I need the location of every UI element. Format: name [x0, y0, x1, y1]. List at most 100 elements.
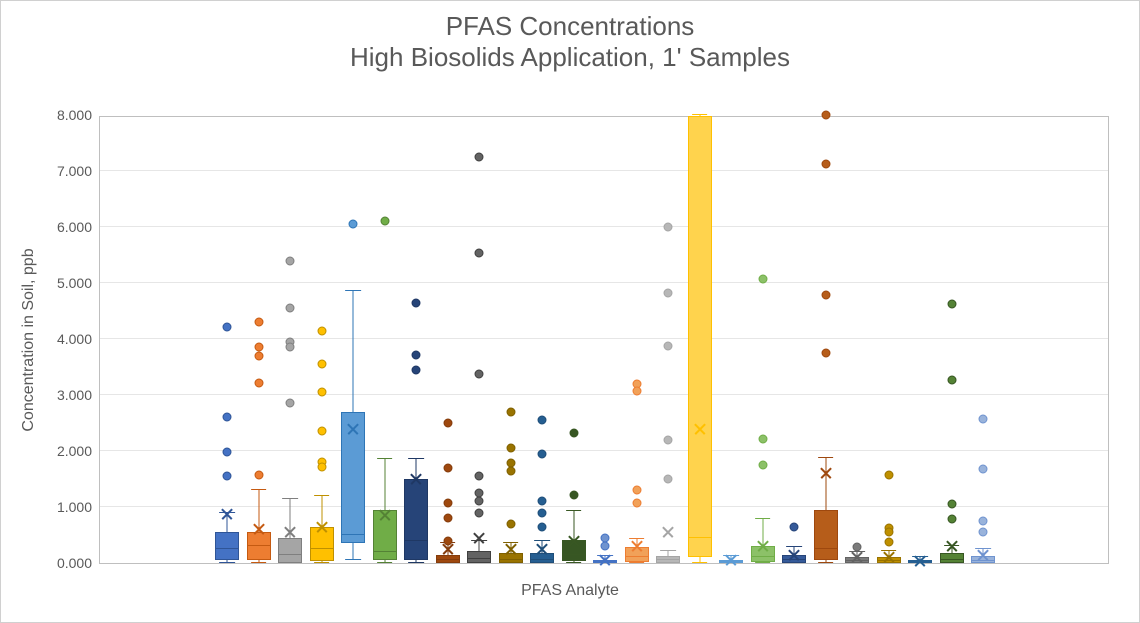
plot-area: 0.0001.0002.0003.0004.0005.0006.0007.000… — [99, 116, 1109, 564]
boxplot-series — [495, 117, 527, 563]
whisker-cap — [755, 562, 771, 563]
whisker-cap — [755, 518, 771, 519]
outlier-point — [790, 522, 799, 531]
outlier-point — [412, 350, 421, 359]
whisker-cap — [345, 559, 361, 560]
boxplot-series — [526, 117, 558, 563]
mean-marker — [662, 526, 674, 538]
whisker-cap — [282, 498, 298, 499]
outlier-point — [254, 351, 263, 360]
outlier-point — [947, 376, 956, 385]
whisker-cap — [345, 290, 361, 291]
mean-marker — [505, 543, 517, 555]
outlier-point — [254, 378, 263, 387]
boxplot-series — [652, 117, 684, 563]
median-line — [215, 548, 239, 549]
boxplot-series — [747, 117, 779, 563]
outlier-point — [317, 427, 326, 436]
whisker-cap — [219, 562, 235, 563]
outlier-point — [443, 419, 452, 428]
boxplot-series — [400, 117, 432, 563]
outlier-point — [412, 365, 421, 374]
outlier-point — [475, 472, 484, 481]
boxplot-series — [432, 117, 464, 563]
boxplot-series — [810, 117, 842, 563]
mean-marker — [253, 523, 265, 535]
whisker-cap — [251, 489, 267, 490]
box — [940, 553, 964, 563]
whisker-cap — [377, 562, 393, 563]
outlier-point — [632, 386, 641, 395]
outlier-point — [286, 343, 295, 352]
median-line — [278, 554, 302, 555]
ytick-label: 7.000 — [57, 163, 100, 179]
outlier-point — [317, 388, 326, 397]
median-line — [562, 554, 586, 555]
median-line — [814, 548, 838, 549]
boxplot-series — [274, 117, 306, 563]
mean-marker — [536, 543, 548, 555]
outlier-point — [254, 318, 263, 327]
chart-title-line1: PFAS Concentrations — [1, 11, 1139, 42]
mean-marker — [568, 535, 580, 547]
boxplot-series — [873, 117, 905, 563]
whisker-cap — [377, 458, 393, 459]
boxplot-series — [684, 117, 716, 563]
outlier-point — [380, 217, 389, 226]
box — [215, 532, 239, 560]
outlier-point — [821, 291, 830, 300]
whisker-cap — [692, 562, 708, 563]
outlier-point — [506, 466, 515, 475]
outlier-point — [223, 322, 232, 331]
whisker-cap — [534, 540, 550, 541]
x-axis-title: PFAS Analyte — [521, 582, 619, 600]
outlier-point — [664, 223, 673, 232]
box — [278, 538, 302, 563]
whisker-cap — [629, 562, 645, 563]
outlier-point — [569, 490, 578, 499]
mean-marker — [820, 467, 832, 479]
outlier-point — [223, 472, 232, 481]
box — [247, 532, 271, 560]
y-axis-title: Concentration in Soil, ppb — [20, 248, 38, 431]
boxplot-series — [558, 117, 590, 563]
outlier-point — [443, 536, 452, 545]
whisker-cap — [566, 562, 582, 563]
outlier-point — [475, 153, 484, 162]
boxplot-series — [936, 117, 968, 563]
outlier-point — [664, 288, 673, 297]
whisker-cap — [692, 114, 708, 115]
boxplot-series — [904, 117, 936, 563]
outlier-point — [286, 399, 295, 408]
outlier-point — [979, 517, 988, 526]
outlier-point — [317, 462, 326, 471]
outlier-point — [475, 497, 484, 506]
median-line — [656, 559, 680, 560]
box — [814, 510, 838, 560]
outlier-point — [632, 498, 641, 507]
outlier-point — [412, 298, 421, 307]
ytick-label: 2.000 — [57, 443, 100, 459]
mean-marker — [883, 551, 895, 563]
mean-marker — [316, 521, 328, 533]
mean-marker — [221, 508, 233, 520]
outlier-point — [601, 542, 610, 551]
outlier-point — [947, 300, 956, 309]
outlier-point — [475, 369, 484, 378]
whisker-cap — [314, 562, 330, 563]
outlier-point — [317, 326, 326, 335]
outlier-point — [884, 470, 893, 479]
whisker-cap — [818, 562, 834, 563]
median-line — [436, 559, 460, 560]
outlier-point — [758, 274, 767, 283]
median-line — [373, 551, 397, 552]
boxplot-series — [621, 117, 653, 563]
outlier-point — [947, 515, 956, 524]
outlier-point — [758, 461, 767, 470]
median-line — [404, 540, 428, 541]
boxplot-series — [841, 117, 873, 563]
outlier-point — [443, 514, 452, 523]
whisker-cap — [408, 562, 424, 563]
outlier-point — [821, 111, 830, 120]
ytick-label: 8.000 — [57, 107, 100, 123]
